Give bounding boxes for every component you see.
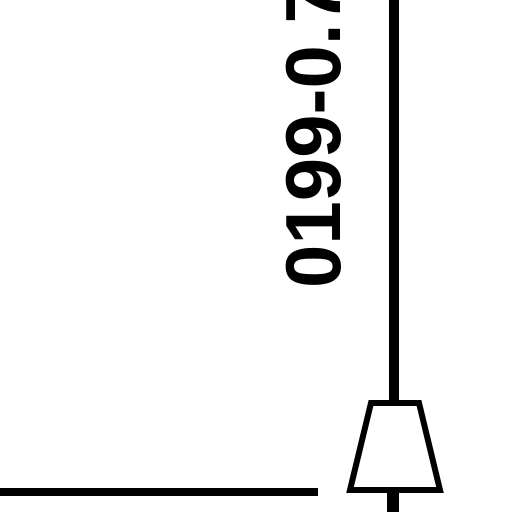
baseline xyxy=(0,488,318,496)
part-code-label: 0199-0.7 xyxy=(269,0,357,288)
vertical-rod xyxy=(389,0,399,404)
tapered-foot xyxy=(346,400,444,493)
rod-stub xyxy=(387,492,399,512)
